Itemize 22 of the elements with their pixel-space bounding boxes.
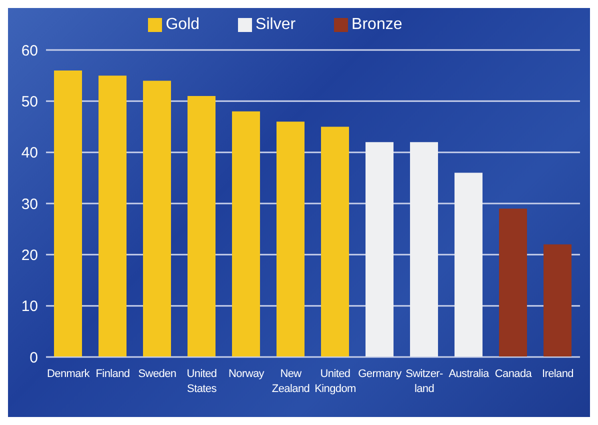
legend-label: Bronze [352,16,402,33]
x-tick-label: Ireland [542,368,574,380]
x-tick-label: Finland [96,368,130,380]
x-tick-label: Australia [448,368,490,380]
x-tick-label: Norway [228,368,265,380]
y-tick-label: 10 [21,298,38,316]
x-tick-label: Switzer-land [406,368,444,395]
legend-label: Silver [256,16,296,33]
x-tick-label: Denmark [46,368,90,380]
x-tick-label: United States [186,368,218,395]
y-tick-label: 60 [21,42,38,60]
y-tick-label: 0 [30,349,38,366]
y-tick-label: 20 [21,246,38,264]
x-tick-label: Canada [494,368,533,380]
x-tick-label: United Kingdom [314,368,356,395]
legend-label: Gold [166,16,200,33]
x-tick-label: New Zealand [272,368,310,395]
x-tick-label: Sweden [138,368,176,380]
y-tick-label: 30 [21,196,38,213]
y-tick-label: 50 [21,93,38,110]
y-tick-label: 40 [21,144,38,162]
x-tick-label: Germany [358,368,402,380]
